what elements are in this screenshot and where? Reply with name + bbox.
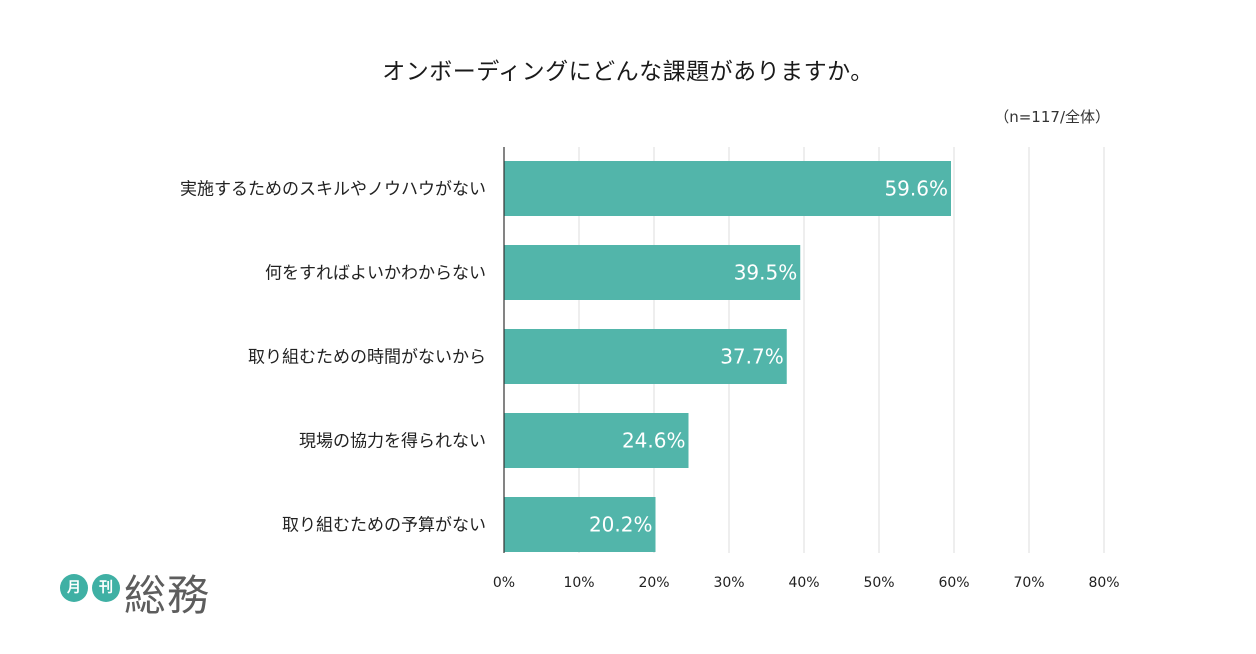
bar-1 bbox=[504, 161, 951, 216]
x-tick-label-40: 40% bbox=[788, 575, 819, 591]
sample-size-note: （n=117/全体） bbox=[994, 108, 1110, 126]
logo-badge-tsuki: 月 bbox=[60, 574, 88, 602]
data-label-2: 39.5% bbox=[734, 261, 798, 285]
x-tick-label-30: 30% bbox=[713, 575, 744, 591]
x-tick-label-50: 50% bbox=[863, 575, 894, 591]
x-tick-label-60: 60% bbox=[938, 575, 969, 591]
category-label-4: 現場の協力を得られない bbox=[299, 432, 486, 452]
chart-title: オンボーディングにどんな課題がありますか。 bbox=[382, 59, 874, 85]
bar-2 bbox=[504, 245, 801, 300]
logo-badge-kan: 刊 bbox=[92, 574, 120, 602]
category-label-2: 何をすればよいかわからない bbox=[265, 264, 486, 284]
data-label-4: 24.6% bbox=[622, 429, 686, 453]
x-tick-label-80: 80% bbox=[1088, 575, 1119, 591]
x-tick-label-10: 10% bbox=[563, 575, 594, 591]
category-label-1: 実施するためのスキルやノウハウがない bbox=[180, 180, 486, 200]
logo-wordmark: 総務 bbox=[124, 571, 211, 620]
x-tick-label-20: 20% bbox=[638, 575, 669, 591]
bar-5 bbox=[504, 497, 656, 552]
data-label-5: 20.2% bbox=[589, 513, 653, 537]
x-tick-label-0: 0% bbox=[493, 575, 515, 591]
category-label-3: 取り組むための時間がないから bbox=[248, 348, 486, 368]
bar-4 bbox=[504, 413, 689, 468]
x-tick-label-70: 70% bbox=[1013, 575, 1044, 591]
data-label-3: 37.7% bbox=[720, 345, 784, 369]
category-label-5: 取り組むための予算がない bbox=[282, 516, 486, 536]
brand-logo: 月 刊 総務 bbox=[60, 568, 220, 628]
data-label-1: 59.6% bbox=[884, 177, 948, 201]
bar-3 bbox=[504, 329, 787, 384]
